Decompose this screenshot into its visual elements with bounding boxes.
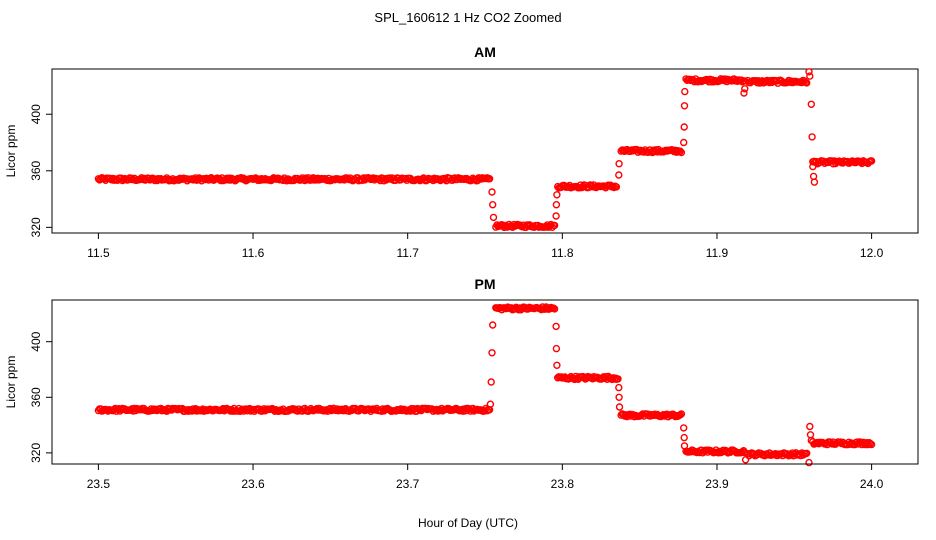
am-transition-point [552, 200, 561, 209]
pm-x-tick-label: 23.6 [241, 477, 265, 491]
am-transition-point [808, 133, 816, 141]
am-data-point [867, 157, 876, 165]
pm-y-tick-label: 360 [29, 387, 43, 407]
pm-data-point [614, 375, 622, 383]
pm-transition-point [552, 344, 561, 353]
pm-data-points [94, 303, 876, 467]
pm-x-tick-label: 23.5 [87, 477, 111, 491]
pm-transition-point [680, 424, 688, 432]
pm-data-point [677, 410, 686, 418]
pm-transition-point [680, 442, 689, 450]
pm-transition-point [552, 322, 560, 331]
am-data-points [94, 68, 876, 232]
am-transition-point [680, 102, 689, 110]
pm-panel: PM Licor ppm 23.5 23.6 23.7 23.8 23.9 24.0 32… [4, 276, 919, 491]
pm-plot-frame [51, 299, 919, 465]
am-transition-point [489, 200, 497, 209]
am-data-point [677, 148, 686, 157]
am-x-tick-label: 12.0 [860, 246, 884, 260]
am-transition-point [807, 100, 815, 109]
am-data-point [803, 79, 811, 87]
am-y-tick-label: 400 [29, 104, 43, 124]
am-x-tick-label: 11.6 [242, 246, 265, 260]
am-transition-point [552, 212, 560, 220]
am-transition-point [680, 123, 688, 131]
pm-transition-point [486, 400, 495, 408]
am-x-tick-label: 11.8 [551, 246, 574, 260]
am-transition-point [741, 85, 749, 93]
pm-x-tick-label: 24.0 [860, 477, 884, 491]
am-panel: AM Licor ppm 11.5 11.6 11.7 11.8 11.9 12.0 32… [4, 44, 919, 260]
am-data-point [612, 183, 621, 191]
figure-title: SPL_160612 1 Hz CO2 Zoomed [374, 10, 561, 25]
am-transition-point [681, 87, 689, 96]
am-data-point [676, 147, 684, 155]
am-x-tick-label: 11.5 [87, 246, 110, 260]
pm-transition-point [805, 458, 813, 467]
pm-transition-point [615, 383, 623, 392]
am-transition-point [553, 191, 561, 199]
am-transition-point [615, 159, 623, 168]
pm-y-tick-label: 320 [29, 443, 43, 463]
pm-data-point [867, 440, 876, 449]
pm-x-axis: 23.5 23.6 23.7 23.8 23.9 24.0 [87, 463, 884, 491]
pm-transition-point [615, 393, 623, 401]
pm-data-point [803, 449, 811, 457]
am-transition-point [806, 72, 814, 80]
pm-transition-point [741, 456, 750, 464]
am-y-tick-label: 320 [29, 217, 43, 237]
am-x-axis: 11.5 11.6 11.7 11.8 11.9 12.0 [87, 232, 884, 260]
pm-transition-point [489, 321, 497, 329]
pm-panel-title: PM [475, 276, 496, 292]
pm-data-point [550, 305, 559, 313]
pm-transition-point [680, 433, 688, 442]
am-plot-frame [51, 68, 919, 234]
am-y-axis: 320 360 400 [29, 104, 53, 237]
pm-transition-point [806, 422, 814, 431]
pm-x-tick-label: 23.9 [705, 477, 729, 491]
am-transition-point [680, 138, 688, 147]
am-y-axis-label: Licor ppm [4, 125, 18, 178]
pm-transition-point [487, 378, 495, 386]
am-x-tick-label: 11.7 [396, 246, 419, 260]
am-transition-point [740, 89, 748, 97]
am-transition-point [809, 162, 817, 171]
am-transition-point [805, 68, 813, 76]
pm-x-tick-label: 23.8 [551, 477, 575, 491]
am-x-tick-label: 11.9 [706, 246, 729, 260]
pm-y-axis-label: Licor ppm [4, 356, 18, 409]
am-panel-title: AM [474, 44, 496, 60]
pm-x-tick-label: 23.7 [396, 477, 420, 491]
pm-y-tick-label: 400 [29, 331, 43, 351]
pm-transition-point [553, 361, 561, 369]
x-axis-label: Hour of Day (UTC) [418, 516, 518, 530]
pm-transition-point [615, 403, 624, 411]
am-transition-point [810, 178, 819, 186]
am-transition-point [615, 171, 623, 179]
pm-transition-point [488, 349, 496, 357]
am-data-point [485, 174, 494, 183]
am-data-point [550, 221, 559, 230]
am-y-tick-label: 360 [29, 160, 43, 180]
am-transition-point [489, 213, 498, 222]
am-transition-point [488, 188, 496, 196]
pm-y-axis: 320 360 400 [29, 331, 53, 463]
pm-transition-point [807, 436, 815, 445]
pm-data-point [676, 411, 684, 419]
